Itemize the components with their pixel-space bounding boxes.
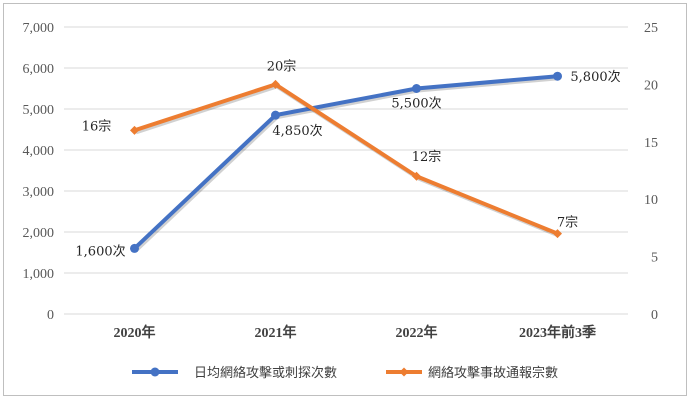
left-tick-label: 2,000 [23, 226, 55, 241]
series-group: 1,600次 4,850次 5,500次 5,800次 16宗 20宗 12宗 7宗 [75, 58, 620, 259]
series-1: 1,600次 4,850次 5,500次 5,800次 [75, 69, 620, 259]
category-axis: 2020年 2021年 2022年 2023年前3季 [114, 324, 597, 341]
legend-marker [150, 367, 160, 377]
data-label: 5,800次 [570, 69, 620, 85]
left-tick-label: 6,000 [23, 62, 55, 77]
category-label: 2020年 [114, 324, 156, 341]
legend-item-1: 日均網絡攻擊或刺探次數 [132, 365, 337, 381]
data-point [271, 110, 280, 120]
legend-label: 網絡攻擊事故通報宗數 [428, 365, 558, 381]
data-point [130, 125, 139, 135]
left-tick-label: 1,000 [23, 267, 55, 282]
right-axis-ticks: 0 5 10 15 20 25 [644, 21, 658, 323]
data-label: 1,600次 [75, 243, 125, 259]
data-point [553, 71, 562, 81]
data-point [130, 243, 139, 253]
legend-marker [399, 367, 409, 377]
chart-frame: 0 1,000 2,000 3,000 4,000 5,000 6,000 7,000 0 5 1… [3, 3, 687, 396]
category-label: 2021年 [255, 324, 297, 341]
data-label: 16宗 [82, 118, 112, 134]
left-tick-label: 4,000 [23, 144, 55, 159]
data-label: 7宗 [557, 215, 578, 231]
legend: 日均網絡攻擊或刺探次數 網絡攻擊事故通報宗數 [132, 365, 558, 381]
legend-item-2: 網絡攻擊事故通報宗數 [386, 365, 558, 381]
gridlines [64, 26, 628, 315]
series-line-shadow [134, 76, 560, 252]
chart: 0 1,000 2,000 3,000 4,000 5,000 6,000 7,000 0 5 1… [23, 21, 659, 381]
right-tick-label: 0 [651, 308, 658, 323]
right-tick-label: 10 [644, 193, 658, 208]
data-label: 4,850次 [272, 123, 322, 139]
data-point [553, 229, 562, 239]
left-tick-label: 0 [47, 308, 54, 323]
data-point [271, 79, 280, 89]
left-tick-label: 3,000 [23, 185, 55, 200]
right-tick-label: 15 [644, 136, 658, 151]
data-label: 5,500次 [391, 96, 441, 112]
legend-label: 日均網絡攻擊或刺探次數 [194, 365, 337, 381]
right-tick-label: 20 [644, 78, 658, 93]
category-label: 2022年 [396, 324, 438, 341]
data-point [412, 171, 421, 181]
series-line [133, 74, 558, 250]
right-tick-label: 5 [651, 251, 658, 266]
right-tick-label: 25 [644, 21, 658, 36]
category-label: 2023年前3季 [519, 324, 596, 341]
data-label: 20宗 [267, 58, 297, 74]
data-point [412, 84, 421, 93]
series-line [133, 82, 559, 236]
series-2: 16宗 20宗 12宗 7宗 [82, 58, 578, 239]
left-tick-label: 5,000 [23, 103, 55, 118]
left-axis-ticks: 0 1,000 2,000 3,000 4,000 5,000 6,000 7,000 [23, 21, 55, 323]
data-label: 12宗 [412, 149, 442, 165]
left-tick-label: 7,000 [23, 21, 55, 36]
